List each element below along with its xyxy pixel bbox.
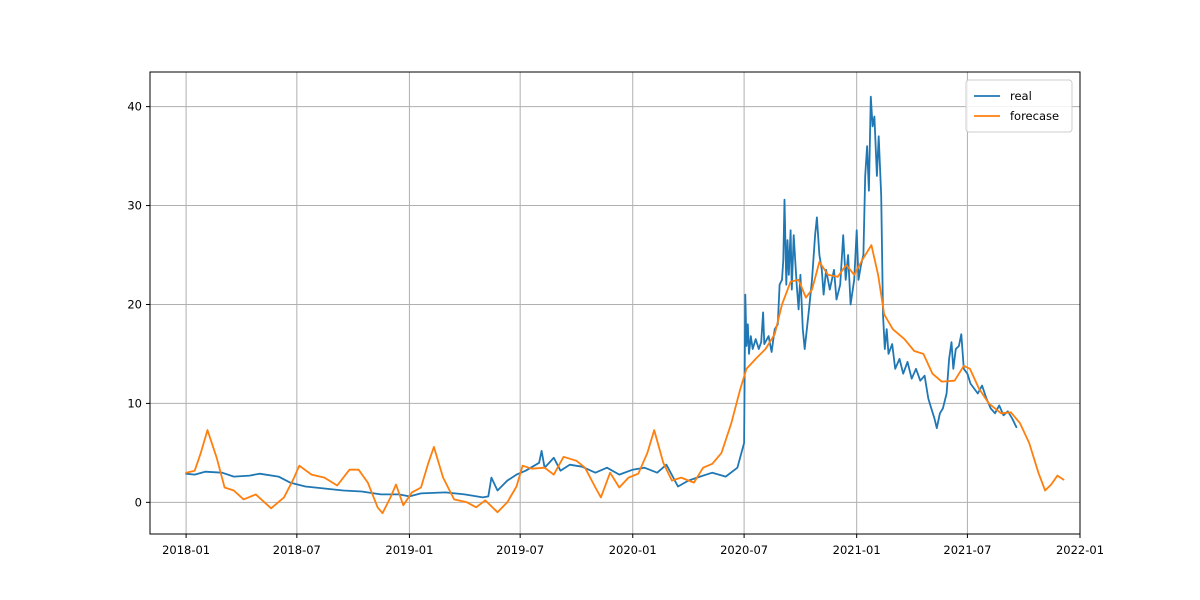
x-tick-label: 2018-01: [162, 543, 210, 557]
series-line-forecase: [185, 244, 1065, 515]
plot-frame: [149, 71, 1081, 535]
legend-label: real: [1010, 89, 1032, 103]
x-tick-label: 2018-07: [273, 543, 321, 557]
y-tick-label: 30: [127, 199, 142, 213]
x-tick-label: 2020-07: [720, 543, 768, 557]
x-tick-label: 2021-01: [833, 543, 881, 557]
series-layer: [185, 95, 1065, 515]
x-tick-label: 2020-01: [609, 543, 657, 557]
legend-box: [965, 79, 1073, 133]
x-axis: 2018-01 2018-07 2019-01 2019-07 2020-01 2020-…: [162, 534, 1104, 557]
x-tick-label: 2019-01: [385, 543, 433, 557]
x-tick-label: 2019-07: [496, 543, 544, 557]
x-tick-label: 2021-07: [943, 543, 991, 557]
y-tick-label: 40: [127, 100, 142, 114]
legend: real forecase: [965, 79, 1073, 133]
x-tick-label: 2022-01: [1056, 543, 1104, 557]
y-tick-label: 20: [127, 297, 142, 311]
y-axis: 0 10 20 30 40: [127, 100, 150, 509]
y-tick-label: 0: [135, 495, 142, 509]
y-tick-label: 10: [127, 396, 142, 410]
legend-label: forecase: [1010, 109, 1059, 123]
